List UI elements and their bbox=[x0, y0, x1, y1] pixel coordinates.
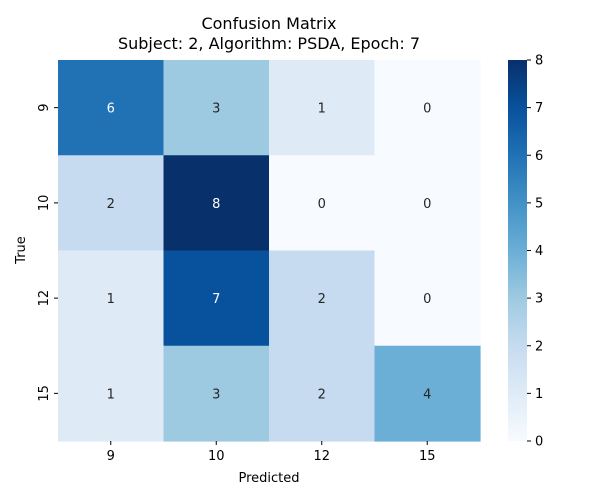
colorbar-tick-label: 7 bbox=[535, 101, 543, 116]
colorbar-tick-label: 6 bbox=[535, 149, 543, 164]
colorbar-tick-label: 4 bbox=[535, 244, 543, 259]
heatmap-cell bbox=[58, 345, 165, 442]
colorbar-tick-label: 5 bbox=[535, 196, 543, 211]
colorbar-tick-label: 8 bbox=[535, 54, 543, 69]
x-axis-label: Predicted bbox=[238, 471, 299, 486]
heatmap-cells bbox=[58, 60, 481, 442]
heatmap-cell bbox=[374, 60, 481, 156]
cell-value-label: 2 bbox=[318, 387, 326, 402]
cell-value-label: 4 bbox=[423, 387, 431, 402]
cell-value-label: 2 bbox=[318, 292, 326, 307]
cell-value-label: 1 bbox=[318, 102, 326, 117]
cell-value-label: 1 bbox=[107, 292, 115, 307]
x-axis-ticks: 9 10 12 15 bbox=[107, 441, 436, 464]
cell-value-label: 2 bbox=[107, 197, 115, 212]
heatmap-cell bbox=[58, 250, 165, 347]
x-tick-label: 12 bbox=[313, 449, 330, 464]
colorbar-tick-label: 2 bbox=[535, 339, 543, 354]
cell-value-label: 0 bbox=[318, 197, 326, 212]
colorbar-tick-label: 0 bbox=[535, 435, 543, 450]
y-tick-label: 9 bbox=[37, 103, 52, 111]
heatmap-cell bbox=[374, 345, 481, 442]
heatmap-cell bbox=[163, 250, 270, 347]
y-axis-label: True bbox=[14, 236, 29, 265]
cell-value-label: 0 bbox=[423, 197, 431, 212]
heatmap-cell bbox=[269, 60, 376, 156]
colorbar-tick-label: 1 bbox=[535, 387, 543, 402]
heatmap-cell bbox=[163, 60, 270, 156]
cell-value-label: 1 bbox=[107, 387, 115, 402]
chart-title: Confusion Matrix bbox=[201, 14, 336, 33]
heatmap-cell bbox=[269, 155, 376, 252]
x-tick-label: 15 bbox=[419, 449, 436, 464]
colorbar-tick-label: 3 bbox=[535, 292, 543, 307]
x-tick-label: 10 bbox=[208, 449, 225, 464]
heatmap-cell bbox=[374, 155, 481, 252]
chart-subtitle: Subject: 2, Algorithm: PSDA, Epoch: 7 bbox=[118, 34, 420, 53]
cell-value-label: 6 bbox=[107, 102, 115, 117]
heatmap-cell bbox=[163, 155, 270, 252]
heatmap-cell bbox=[163, 345, 270, 442]
heatmap-cell bbox=[58, 60, 165, 156]
colorbar bbox=[508, 60, 527, 441]
heatmap-cell bbox=[374, 250, 481, 347]
y-axis-ticks: 9 10 12 15 bbox=[37, 103, 58, 402]
heatmap-cell-labels: 6 3 1 0 2 8 0 0 1 7 2 0 1 3 2 4 bbox=[107, 102, 432, 403]
colorbar-ticks: 0 1 2 3 4 5 6 7 8 bbox=[527, 54, 543, 450]
heatmap-cell bbox=[269, 250, 376, 347]
cell-value-label: 3 bbox=[212, 387, 220, 402]
y-tick-label: 15 bbox=[37, 385, 52, 402]
heatmap-cell bbox=[269, 345, 376, 442]
y-tick-label: 12 bbox=[37, 290, 52, 307]
x-tick-label: 9 bbox=[107, 449, 115, 464]
heatmap-cell bbox=[58, 155, 165, 252]
cell-value-label: 0 bbox=[423, 292, 431, 307]
cell-value-label: 3 bbox=[212, 102, 220, 117]
cell-value-label: 7 bbox=[212, 292, 220, 307]
cell-value-label: 0 bbox=[423, 102, 431, 117]
y-tick-label: 10 bbox=[37, 195, 52, 212]
cell-value-label: 8 bbox=[212, 197, 220, 212]
